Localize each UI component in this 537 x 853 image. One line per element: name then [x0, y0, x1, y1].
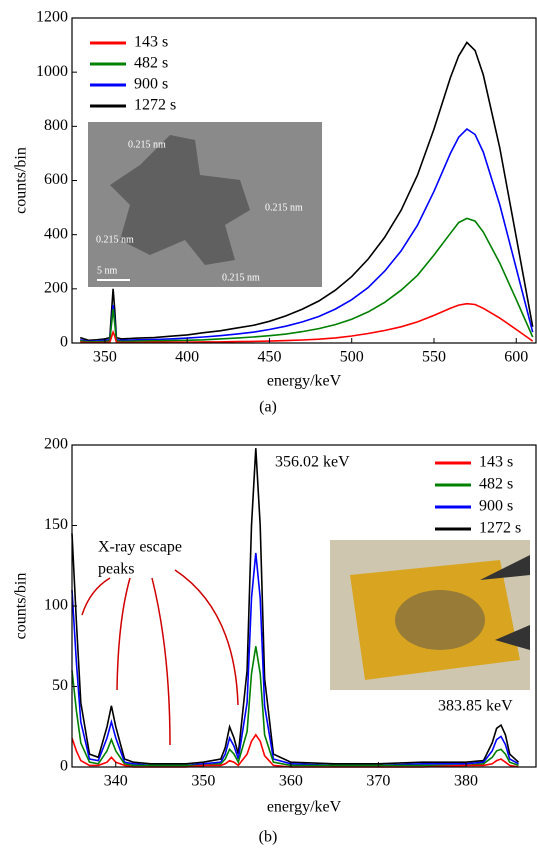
x-tick-label: 400 — [175, 349, 199, 366]
inset-label: 0.215 nm — [222, 272, 260, 283]
legend-label: 143 s — [479, 454, 513, 471]
y-axis-label: counts/bin — [13, 147, 30, 214]
caption: (b) — [259, 829, 278, 846]
y-tick-label: 1200 — [36, 9, 68, 26]
legend-label: 482 s — [134, 55, 168, 72]
tem-inset — [88, 122, 322, 287]
y-tick-label: 0 — [60, 334, 68, 351]
arrow — [151, 577, 171, 746]
y-axis-label: counts/bin — [13, 573, 30, 640]
y-tick-label: 200 — [44, 436, 68, 453]
x-tick-label: 380 — [454, 773, 478, 790]
x-tick-label: 340 — [104, 773, 128, 790]
legend-label: 482 s — [479, 476, 513, 493]
inset-label: 0.215 nm — [96, 234, 134, 245]
inset-label: 0.215 nm — [128, 139, 166, 150]
annotation: 356.02 keV — [275, 454, 350, 471]
arrow — [174, 569, 239, 706]
annotation: peaks — [98, 561, 134, 578]
x-tick-label: 600 — [504, 349, 528, 366]
annotation: X-ray escape — [98, 539, 182, 556]
y-tick-label: 800 — [44, 117, 68, 134]
x-tick-label: 360 — [279, 773, 303, 790]
y-tick-label: 50 — [52, 677, 68, 694]
series-line — [79, 41, 534, 342]
x-tick-label: 350 — [191, 773, 215, 790]
series-line — [71, 733, 519, 768]
series-line — [80, 217, 534, 343]
arrow — [81, 577, 111, 616]
arrow — [116, 577, 131, 691]
legend-label: 900 s — [479, 498, 513, 515]
y-tick-label: 0 — [60, 758, 68, 775]
x-tick-label: 500 — [340, 349, 364, 366]
y-tick-label: 200 — [44, 280, 68, 297]
y-tick-label: 150 — [44, 516, 68, 533]
x-tick-label: 550 — [422, 349, 446, 366]
clips — [480, 555, 530, 650]
inset-label: 5 nm — [97, 265, 118, 276]
y-tick-label: 600 — [44, 171, 68, 188]
series-line — [80, 302, 534, 344]
y-tick-label: 100 — [44, 597, 68, 614]
inset-label: 0.215 nm — [265, 202, 303, 213]
nanostar — [110, 135, 250, 265]
y-tick-label: 400 — [44, 225, 68, 242]
legend-label: 143 s — [134, 34, 168, 51]
legend-label: 1272 s — [134, 97, 176, 114]
x-tick-label: 450 — [257, 349, 281, 366]
x-axis-label: energy/keV — [267, 799, 342, 816]
legend-label: 900 s — [134, 76, 168, 93]
spot — [395, 590, 485, 650]
y-tick-label: 1000 — [36, 63, 68, 80]
legend-label: 1272 s — [479, 520, 521, 537]
annotation: 383.85 keV — [438, 698, 513, 715]
photo-inset — [330, 540, 530, 690]
x-axis-label: energy/keV — [267, 373, 342, 390]
caption: (a) — [259, 399, 277, 416]
series-line — [71, 552, 519, 767]
series-line — [71, 646, 519, 767]
x-tick-label: 350 — [93, 349, 117, 366]
annotation-arrows — [81, 569, 239, 746]
x-tick-label: 370 — [366, 773, 390, 790]
